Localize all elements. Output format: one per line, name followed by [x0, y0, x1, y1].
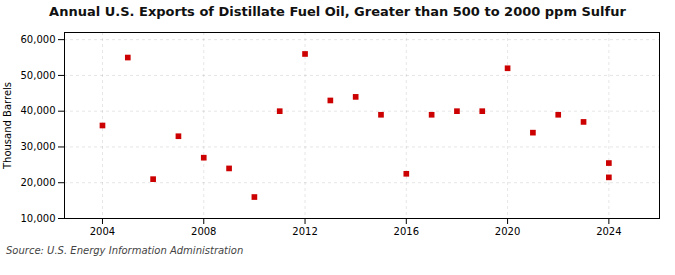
svg-text:40,000: 40,000	[21, 105, 56, 116]
svg-text:20,000: 20,000	[21, 177, 56, 188]
svg-text:30,000: 30,000	[21, 141, 56, 152]
svg-text:10,000: 10,000	[21, 213, 56, 224]
html-text:Source: U.S. Energy Informatio: Source: U.S. Energy Information Administ…	[6, 245, 244, 256]
svg-text:60,000: 60,000	[21, 34, 56, 45]
svg-text:2024: 2024	[596, 226, 621, 237]
svg-text:50,000: 50,000	[21, 70, 56, 81]
svg-text:2016: 2016	[394, 226, 419, 237]
svg-text:2012: 2012	[292, 226, 317, 237]
svg-text:Thousand Barrels: Thousand Barrels	[2, 82, 13, 170]
svg-text:2008: 2008	[191, 226, 216, 237]
html-text:Annual U.S. Exports of Distill: Annual U.S. Exports of Distillate Fuel O…	[49, 4, 626, 19]
svg-text:2020: 2020	[495, 226, 520, 237]
svg-text:2004: 2004	[90, 226, 115, 237]
